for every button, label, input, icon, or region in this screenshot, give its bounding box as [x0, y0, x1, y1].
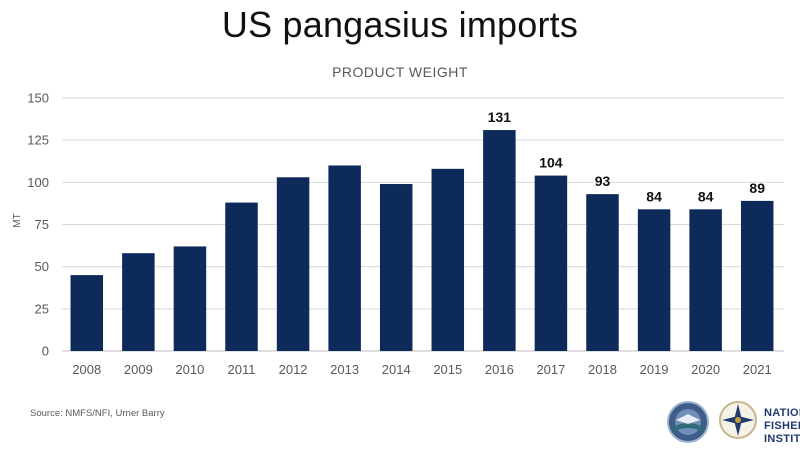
logo-text-line-1: NATION [764, 407, 800, 419]
y-tick-label: 25 [35, 301, 49, 316]
chart-title: US pangasius imports [221, 4, 579, 45]
noaa-seal-icon [667, 401, 709, 443]
x-tick-label: 2014 [382, 362, 411, 377]
x-tick-label: 2010 [175, 362, 204, 377]
x-tick-label: 2016 [485, 362, 514, 377]
bar-2009 [122, 253, 155, 351]
y-tick-label: 75 [35, 217, 49, 232]
y-axis-label: MT [12, 213, 23, 227]
y-tick-label: 150 [27, 91, 49, 106]
x-tick-label: 2021 [743, 362, 772, 377]
bar-2018 [586, 194, 619, 351]
logo-text-line-2: FISHERI [764, 420, 800, 432]
y-tick-label: 100 [27, 175, 49, 190]
x-tick-label: 2011 [228, 362, 256, 377]
bar-2016 [483, 130, 516, 351]
chart-subtitle: PRODUCT WEIGHT [332, 64, 468, 80]
logo-text-line-3: INSTITU [764, 433, 800, 445]
y-tick-label: 125 [27, 133, 49, 148]
data-label: 89 [749, 180, 765, 196]
bar-2013 [328, 165, 361, 351]
bar-2015 [431, 168, 465, 351]
bar-2021 [740, 200, 774, 351]
bar-2017 [534, 175, 568, 351]
bar-2019 [637, 209, 671, 351]
data-label: 131 [488, 109, 512, 125]
nfi-compass-icon [719, 401, 757, 439]
x-tick-label: 2013 [330, 362, 359, 377]
bar-2020 [689, 209, 722, 351]
x-tick-label: 2012 [279, 362, 308, 377]
y-tick-label: 50 [35, 259, 49, 274]
x-tick-label: 2015 [433, 362, 462, 377]
x-tick-label: 2017 [536, 362, 565, 377]
data-label: 104 [539, 155, 563, 171]
x-tick-label: 2009 [124, 362, 153, 377]
bar-2012 [276, 177, 310, 351]
data-label: 93 [595, 173, 611, 189]
x-tick-label: 2019 [640, 362, 669, 377]
y-tick-label: 0 [42, 344, 49, 359]
bar-2011 [225, 202, 258, 351]
x-tick-label: 2018 [588, 362, 617, 377]
seal-logos [667, 401, 757, 443]
bar-2010 [173, 246, 207, 351]
bar-2008 [70, 275, 104, 351]
source-note: Source: NMFS/NFI, Urner Barry [30, 408, 165, 419]
x-tick-label: 2008 [72, 362, 101, 377]
data-label: 84 [698, 188, 714, 204]
data-label: 84 [646, 188, 662, 204]
logo-area: NATION FISHERI INSTITU [662, 398, 800, 450]
bar-2014 [379, 184, 413, 351]
x-tick-label: 2020 [691, 362, 720, 377]
